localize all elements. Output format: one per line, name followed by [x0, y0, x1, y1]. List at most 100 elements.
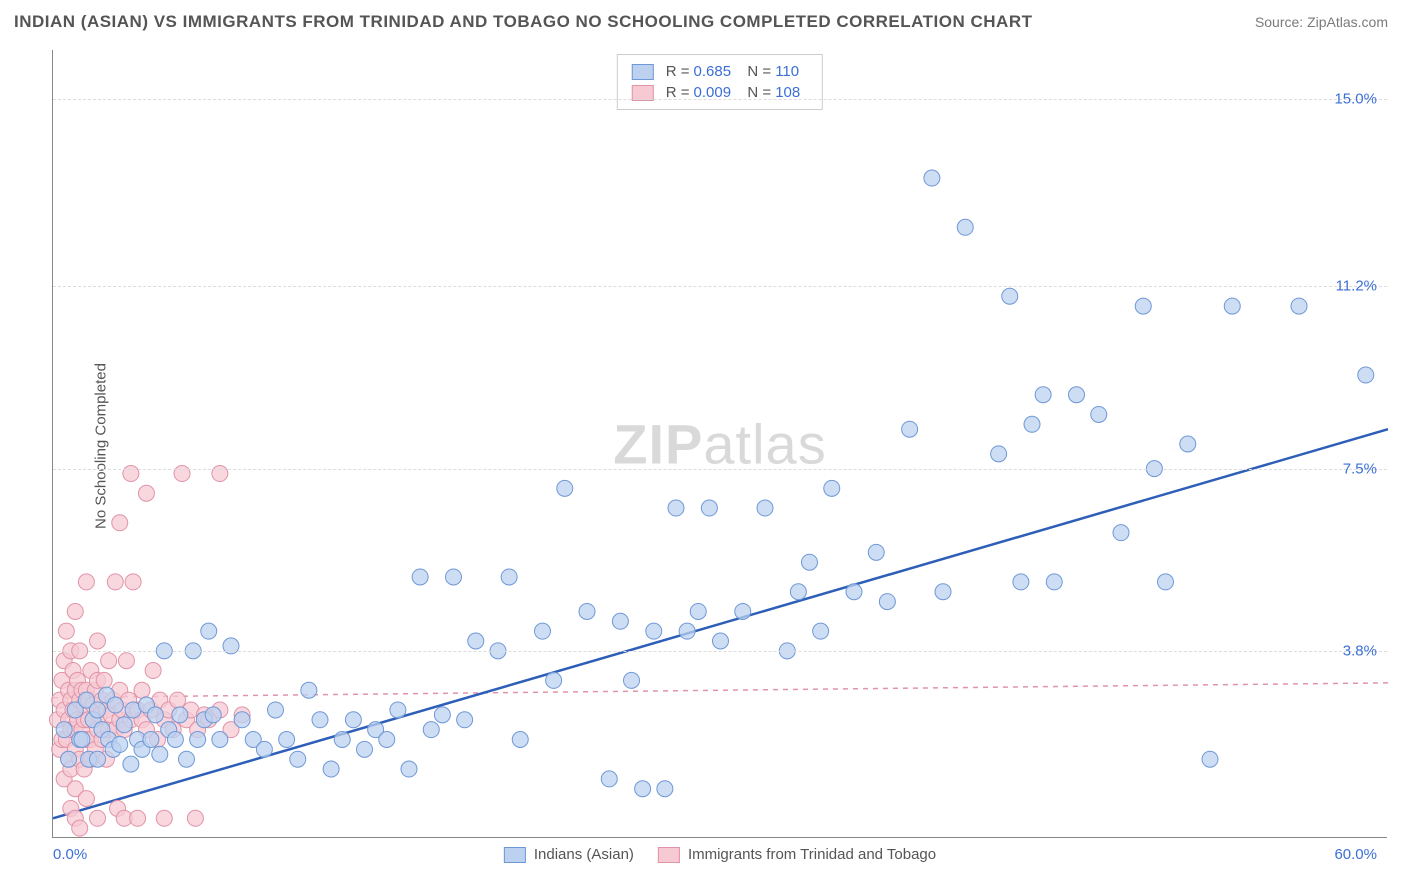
data-point	[61, 751, 77, 767]
data-point	[212, 732, 228, 748]
data-point	[501, 569, 517, 585]
data-point	[90, 751, 106, 767]
data-point	[446, 569, 462, 585]
data-point	[1180, 436, 1196, 452]
data-point	[67, 603, 83, 619]
data-point	[579, 603, 595, 619]
data-point	[256, 741, 272, 757]
data-point	[646, 623, 662, 639]
data-point	[312, 712, 328, 728]
data-point	[130, 810, 146, 826]
legend-series-label: Indians (Asian)	[534, 846, 634, 863]
data-point	[546, 672, 562, 688]
data-point	[134, 682, 150, 698]
data-point	[170, 692, 186, 708]
source-attribution: Source: ZipAtlas.com	[1255, 14, 1388, 30]
data-point	[74, 732, 90, 748]
data-point	[991, 446, 1007, 462]
legend-stats: R =0.685 N =110R =0.009 N =108	[617, 54, 823, 110]
data-point	[1113, 525, 1129, 541]
data-point	[58, 623, 74, 639]
data-point	[172, 707, 188, 723]
data-point	[156, 810, 172, 826]
trend-line	[53, 429, 1388, 818]
data-point	[123, 756, 139, 772]
data-point	[1002, 288, 1018, 304]
data-point	[96, 672, 112, 688]
data-point	[234, 712, 250, 728]
data-point	[1135, 298, 1151, 314]
data-point	[612, 613, 628, 629]
data-point	[668, 500, 684, 516]
data-point	[112, 736, 128, 752]
trend-line	[53, 683, 1388, 698]
data-point	[101, 653, 117, 669]
data-point	[1224, 298, 1240, 314]
legend-swatch	[504, 847, 526, 863]
data-point	[143, 732, 159, 748]
y-tick-label: 11.2%	[1336, 278, 1377, 295]
chart-title: INDIAN (ASIAN) VS IMMIGRANTS FROM TRINID…	[14, 12, 1033, 32]
data-point	[334, 732, 350, 748]
data-point	[90, 633, 106, 649]
data-point	[116, 717, 132, 733]
data-point	[735, 603, 751, 619]
data-point	[1013, 574, 1029, 590]
y-tick-label: 15.0%	[1334, 91, 1377, 108]
y-tick-label: 3.8%	[1343, 642, 1377, 659]
plot-area: ZIPatlas R =0.685 N =110R =0.009 N =108 …	[52, 50, 1387, 838]
data-point	[868, 544, 884, 560]
data-point	[935, 584, 951, 600]
data-point	[846, 584, 862, 600]
data-point	[423, 722, 439, 738]
data-point	[205, 707, 221, 723]
data-point	[679, 623, 695, 639]
data-point	[90, 810, 106, 826]
data-point	[118, 653, 134, 669]
gridline	[53, 99, 1387, 100]
data-point	[902, 421, 918, 437]
data-point	[657, 781, 673, 797]
data-point	[279, 732, 295, 748]
data-point	[1291, 298, 1307, 314]
data-point	[1202, 751, 1218, 767]
x-tick-label: 60.0%	[1334, 846, 1377, 863]
data-point	[690, 603, 706, 619]
data-point	[145, 663, 161, 679]
data-point	[78, 791, 94, 807]
data-point	[179, 751, 195, 767]
data-point	[701, 500, 717, 516]
gridline	[53, 286, 1387, 287]
data-point	[557, 480, 573, 496]
data-point	[268, 702, 284, 718]
data-point	[512, 732, 528, 748]
legend-series-item: Indians (Asian)	[504, 846, 634, 863]
data-point	[1035, 387, 1051, 403]
data-point	[957, 219, 973, 235]
data-point	[379, 732, 395, 748]
data-point	[301, 682, 317, 698]
data-point	[147, 707, 163, 723]
data-point	[187, 810, 203, 826]
data-point	[1358, 367, 1374, 383]
data-point	[713, 633, 729, 649]
data-point	[1046, 574, 1062, 590]
data-point	[635, 781, 651, 797]
data-point	[167, 732, 183, 748]
data-point	[323, 761, 339, 777]
data-point	[107, 697, 123, 713]
data-point	[125, 574, 141, 590]
data-point	[152, 746, 168, 762]
legend-swatch	[632, 85, 654, 101]
data-point	[190, 732, 206, 748]
data-point	[138, 485, 154, 501]
data-point	[924, 170, 940, 186]
data-point	[390, 702, 406, 718]
legend-swatch	[632, 64, 654, 80]
data-point	[290, 751, 306, 767]
data-point	[1024, 416, 1040, 432]
legend-series-item: Immigrants from Trinidad and Tobago	[658, 846, 936, 863]
legend-series: Indians (Asian) Immigrants from Trinidad …	[504, 846, 936, 863]
data-point	[412, 569, 428, 585]
data-point	[90, 702, 106, 718]
